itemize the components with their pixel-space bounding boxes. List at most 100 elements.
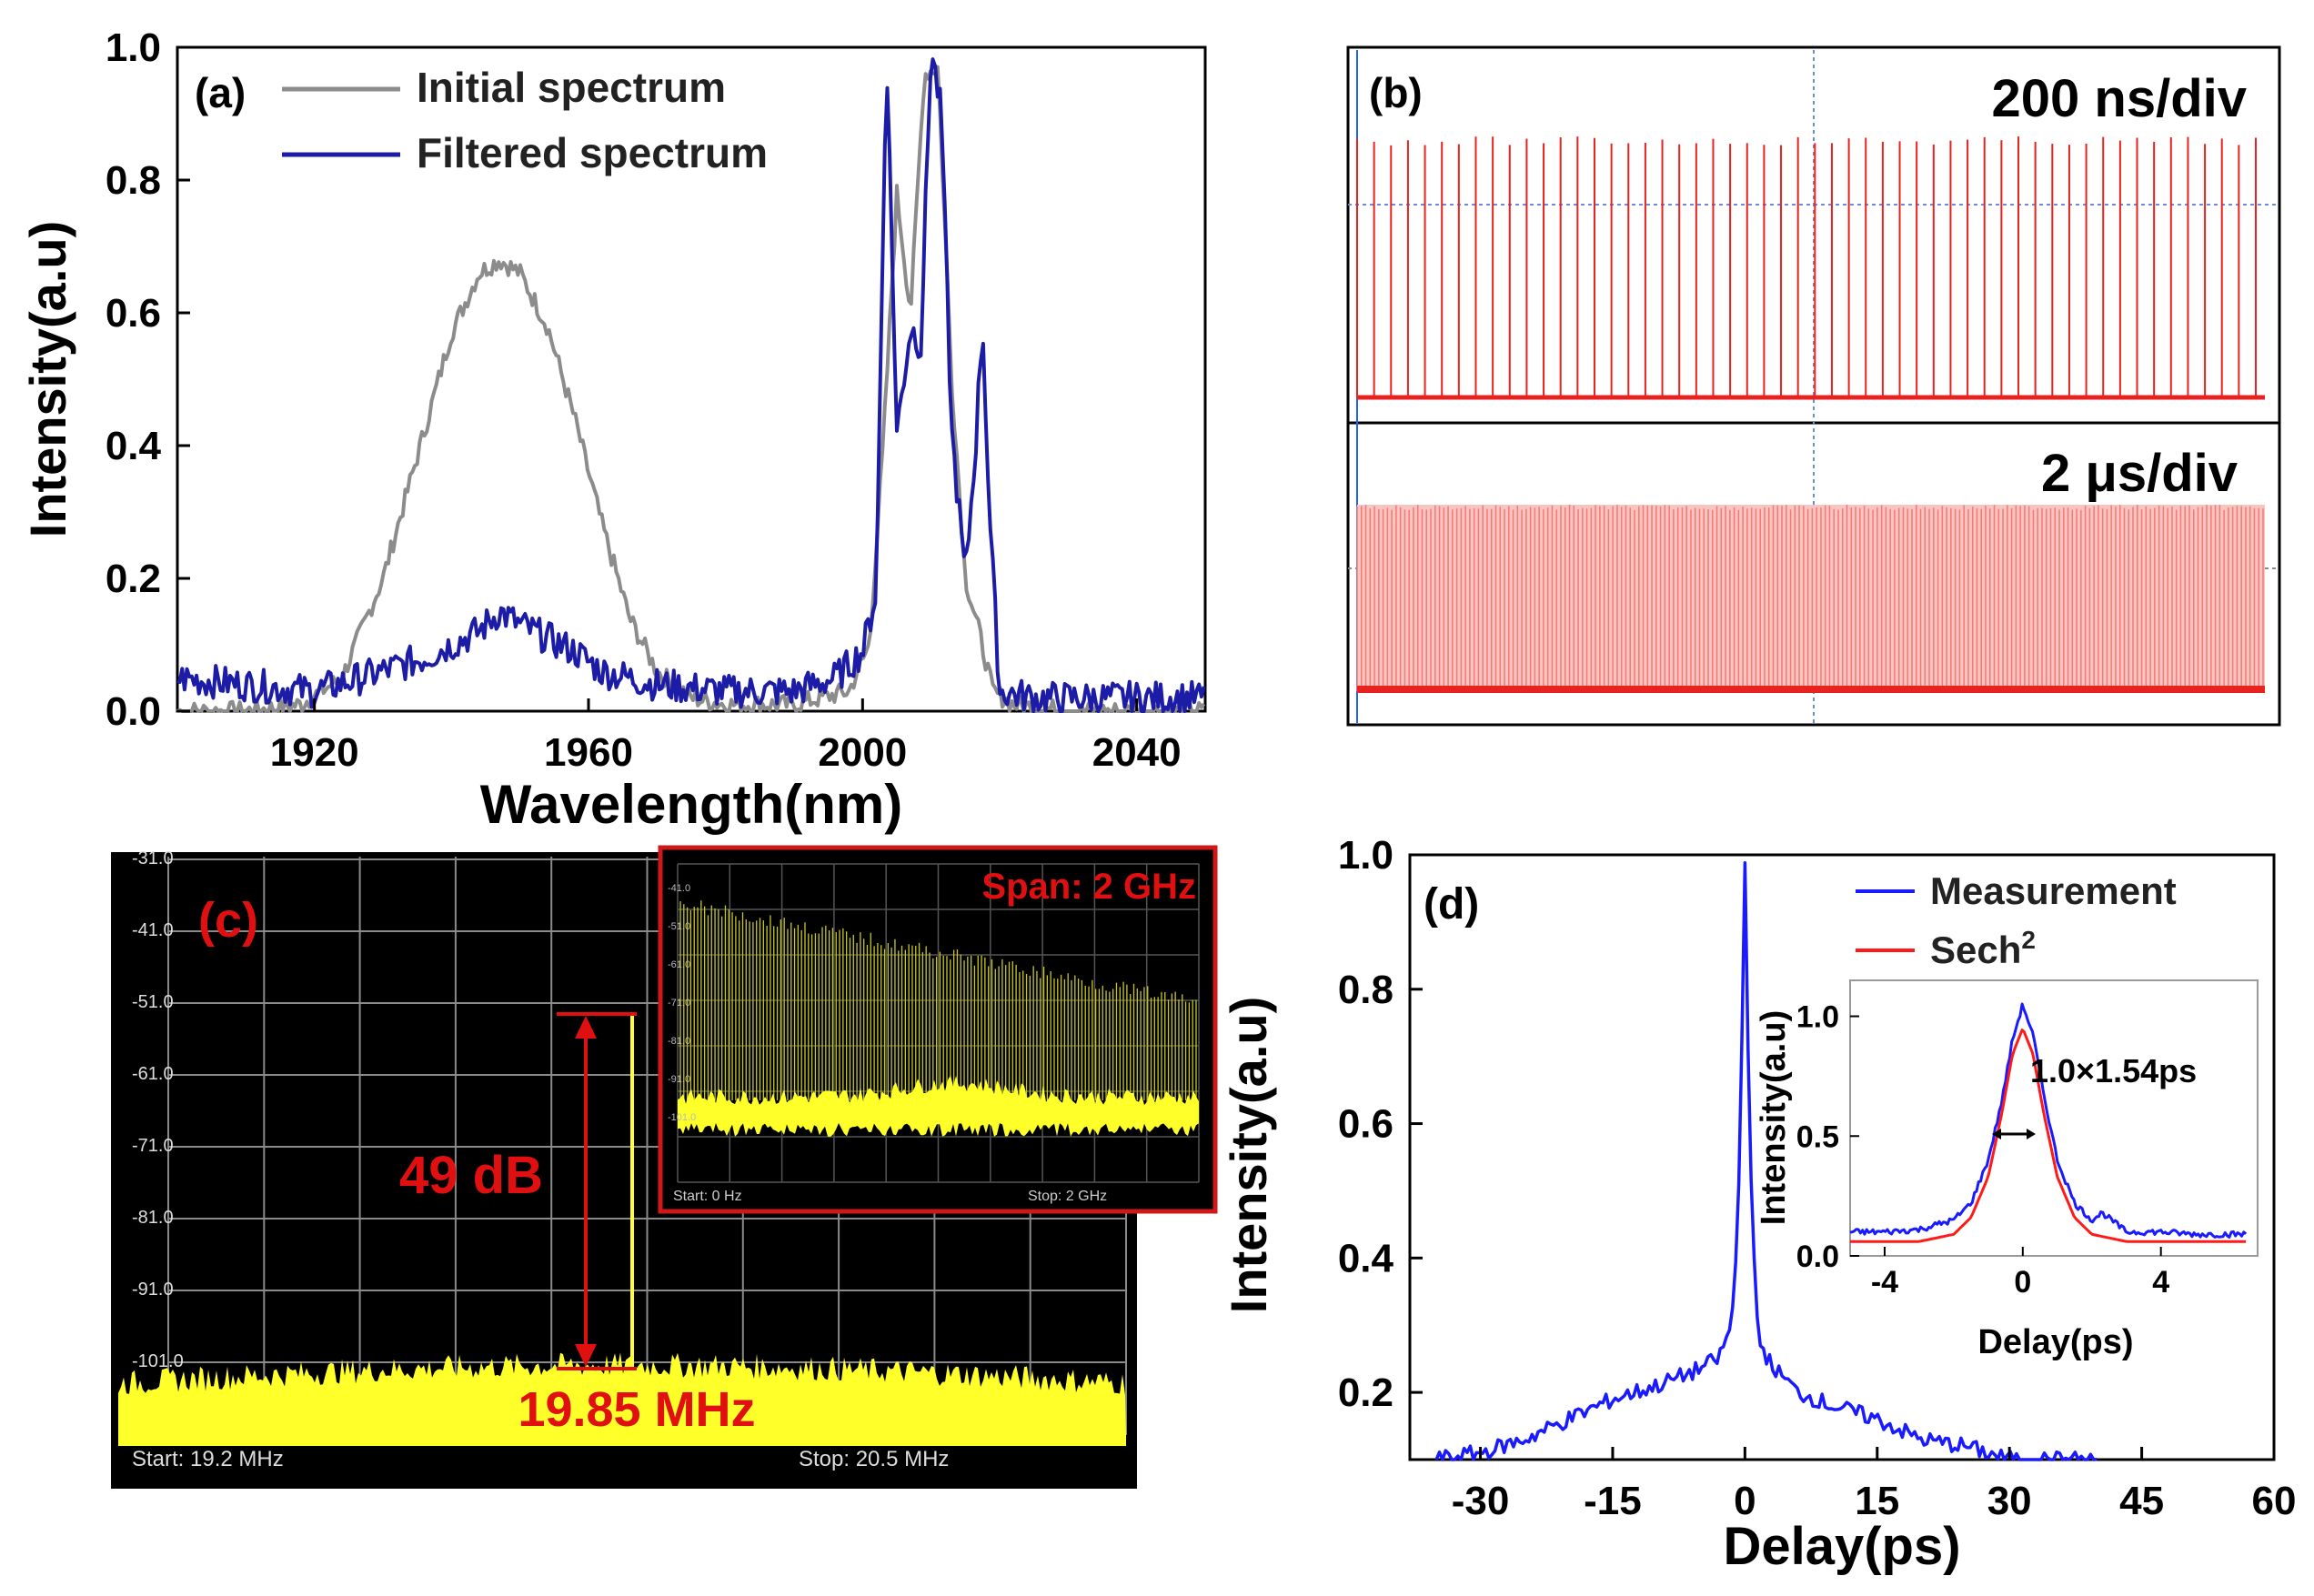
panel-a-plot-frame [176, 45, 1207, 713]
y-tick-label: -101.0 [132, 1351, 184, 1371]
inset-x-tick-label: 0 [2014, 1265, 2031, 1300]
y-tick-label: -41.0 [132, 920, 174, 940]
panel-d-inset-frame [1849, 979, 2259, 1257]
panel-d-inset-ticks: -4 0 4 0.0 0.5 1.0 [1796, 1000, 2169, 1300]
inset-y-tick-label: -71.0 [668, 998, 690, 1009]
x-tick-label: -30 [1452, 1479, 1510, 1523]
y-tick-label: -71.0 [132, 1136, 174, 1156]
y-tick-label: 0.4 [106, 424, 162, 468]
inset-y-tick-label: -61.0 [668, 959, 690, 970]
x-tick-label: 0 [1734, 1479, 1756, 1523]
y-tick-label: 0.0 [106, 689, 161, 734]
y-tick-label: 0.4 [1338, 1236, 1394, 1280]
panel-d-inset: -4 0 4 0.0 0.5 1.0 1.0×1.54ps Delay(ps) Inten… [1755, 979, 2259, 1361]
inset-y-tick-label: 1.0 [1796, 1000, 1839, 1035]
panel-c-noise-floor [118, 1352, 1126, 1446]
panel-a-series [176, 57, 1206, 713]
panel-a-legend-initial: Initial spectrum [417, 64, 726, 111]
x-tick-label: 2000 [818, 730, 907, 775]
panel-d-inset-fwhm-left [1992, 1129, 2001, 1139]
x-tick-label: 45 [2119, 1479, 2164, 1523]
x-tick-label: 15 [1855, 1479, 1899, 1523]
panel-b-label: (b) [1369, 69, 1423, 116]
panel-d-legend-sech: Sech2 [1930, 926, 2036, 971]
panel-c-label: (c) [198, 893, 258, 948]
panel-d-inset-annotation: 1.0×1.54ps [2030, 1052, 2197, 1089]
x-tick-label: 60 [2252, 1479, 2297, 1523]
inset-y-tick-label: 0.5 [1796, 1119, 1839, 1154]
x-tick-label: 1960 [544, 730, 633, 775]
panel-d-legend-sech-text: Sech [1930, 928, 2021, 971]
y-tick-label: -51.0 [132, 992, 174, 1012]
panel-c-yticks: -31.0 -41.0 -51.0 -61.0 -71.0 -81.0 -91.0 -101.… [132, 848, 184, 1371]
panel-c-inset-stop: Stop: 2 GHz [1028, 1189, 1107, 1204]
noise-base [118, 1435, 1126, 1446]
inset-y-tick-label: 0.0 [1796, 1240, 1839, 1274]
inset-series-measurement [1849, 1002, 2248, 1239]
y-tick-label: -81.0 [132, 1208, 174, 1228]
x-tick-label: 2040 [1092, 730, 1182, 775]
panel-c-inset-title: Span: 2 GHz [981, 867, 1196, 907]
series-measurement [1434, 860, 2098, 1461]
inset-x-tick-label: -4 [1871, 1265, 1898, 1300]
y-tick-label: 0.2 [1338, 1370, 1393, 1415]
panel-d-inset-series [1849, 1002, 2248, 1243]
panel-c-start: Start: 19.2 MHz [132, 1447, 284, 1471]
y-tick-label: 0.8 [106, 158, 161, 203]
panel-d-series [1434, 860, 2098, 1461]
inset-x-tick-label: 4 [2152, 1265, 2169, 1300]
panel-b-top-trace [1356, 136, 2265, 400]
panel-c-inset-start: Start: 0 Hz [673, 1189, 742, 1204]
panel-a-ticks: 1920 1960 2000 2040 0.0 0.2 0.4 0.6 0.8 1.0 [106, 25, 1182, 775]
panel-b-top-scale: 200 ns/div [1992, 69, 2247, 128]
panel-c-inset: -41.0 -51.0 -61.0 -71.0 -81.0 -91.0 -101.0 Spa… [658, 845, 1218, 1214]
y-tick-label: -31.0 [132, 848, 174, 868]
panel-c-arrow-up [575, 1016, 597, 1039]
inset-series-sech2 [1850, 1029, 2247, 1243]
panel-a-xlabel: Wavelength(nm) [480, 774, 902, 835]
panel-d-legend-measurement: Measurement [1930, 869, 2177, 912]
panel-c-inset-grid [677, 863, 1200, 1183]
noise-band [678, 1075, 1199, 1137]
panel-b-bottom-trace [1356, 505, 2265, 693]
panel-a: 1920 1960 2000 2040 0.0 0.2 0.4 0.6 0.8 1.0 (a) I… [19, 25, 1207, 835]
inset-y-tick-label: -91.0 [668, 1074, 690, 1085]
panel-c-snr-label: 49 dB [399, 1146, 543, 1205]
panel-d-legend-sech-superscript: 2 [2021, 926, 2036, 954]
y-tick-label: 0.8 [1338, 968, 1393, 1012]
x-tick-label: 1920 [270, 730, 359, 775]
panel-a-label: (a) [195, 69, 246, 116]
panel-c-inset-yticks: -41.0 -51.0 -61.0 -71.0 -81.0 -91.0 -101.0 [668, 883, 696, 1123]
y-tick-label: 1.0 [1338, 833, 1393, 878]
panel-d-xlabel: Delay(ps) [1723, 1517, 1960, 1576]
inset-y-tick-label: -101.0 [668, 1112, 696, 1123]
panel-d: -30 -15 0 15 30 45 60 0.2 0.4 0.6 0.8 1.0 (d) Measu… [1220, 833, 2296, 1576]
panel-d-ticks: -30 -15 0 15 30 45 60 0.2 0.4 0.6 0.8 1.0 [1338, 833, 2297, 1523]
panel-c-arrow-down [575, 1344, 597, 1367]
y-tick-label: 0.2 [106, 557, 161, 601]
panel-a-lines [176, 57, 1206, 713]
y-tick-label: 1.0 [106, 25, 161, 70]
panel-c-inset-trace [678, 900, 1199, 1137]
y-tick-label: -61.0 [132, 1064, 174, 1084]
panel-b-bottom-scale: 2 μs/div [2041, 444, 2238, 503]
panel-d-label: (d) [1424, 880, 1479, 928]
panel-d-inset-xlabel: Delay(ps) [1977, 1323, 2133, 1361]
panel-d-inset-ylabel: Intensity(a.u) [1755, 1010, 1793, 1225]
panel-a-ylabel: Intensity(a.u) [19, 221, 76, 537]
panel-a-legend-filtered: Filtered spectrum [417, 129, 768, 176]
inset-y-tick-label: -81.0 [668, 1036, 690, 1047]
series-filtered-spectrum [176, 57, 1206, 713]
panel-c-peak-label: 19.85 MHz [518, 1382, 755, 1437]
panel-b: (b) 200 ns/div 2 μs/div [1346, 45, 2281, 727]
x-tick-label: -15 [1584, 1479, 1642, 1523]
y-tick-label: -91.0 [132, 1280, 174, 1300]
panel-c: -31.0 -41.0 -51.0 -61.0 -71.0 -81.0 -91.0 -101.… [111, 845, 1218, 1489]
panel-d-ylabel: Intensity(a.u) [1220, 997, 1277, 1313]
inset-y-tick-label: -51.0 [668, 921, 690, 932]
panel-d-inset-fwhm-right [2027, 1129, 2036, 1139]
x-tick-label: 30 [1987, 1479, 2032, 1523]
inset-y-tick-label: -41.0 [668, 883, 690, 894]
y-tick-label: 0.6 [106, 291, 161, 336]
